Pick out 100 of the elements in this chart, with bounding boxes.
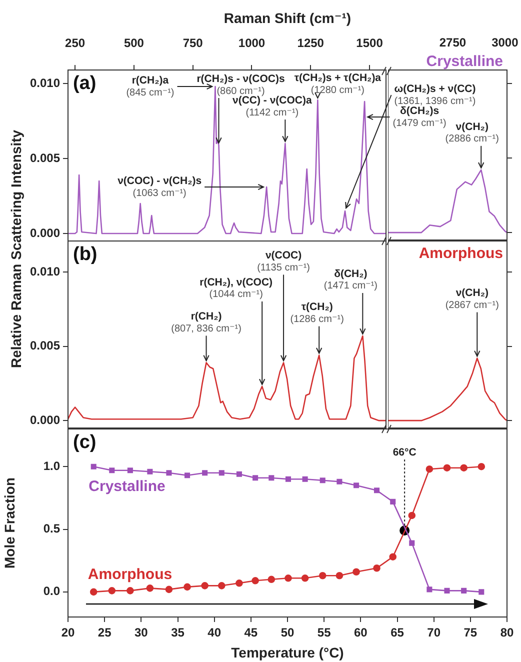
point (166, 470, 172, 476)
point (165, 586, 173, 594)
point (90, 464, 96, 470)
x-tick-label: 1500 (356, 36, 384, 50)
annotation: r(CH₂)s - ν(COC)s (860 cm⁻¹) (196, 72, 285, 97)
point (109, 468, 115, 474)
x-tick-label: 55 (317, 626, 332, 640)
point (443, 464, 451, 472)
annotation: (b) (73, 244, 98, 266)
point (389, 553, 397, 560)
y-tick-label: 0.5 (43, 522, 60, 536)
point (126, 587, 134, 594)
point (301, 574, 309, 582)
y-tick-label: 0.000 (30, 412, 60, 427)
annotation: 66°C (392, 446, 417, 458)
text: Crystalline (426, 53, 503, 70)
series-label: Amorphous (88, 566, 172, 584)
point (336, 478, 342, 484)
annotation: ω(CH₂)s + ν(CC) (1361, 1396 cm⁻¹) (394, 82, 476, 107)
point (90, 588, 98, 596)
annotation: r(CH₂), ν(COC) (1044 cm⁻¹) (200, 276, 273, 300)
point (336, 572, 344, 580)
point (184, 583, 191, 591)
x-tick-label: 500 (124, 36, 144, 50)
x-axis-title: Temperature (°C) (231, 644, 344, 660)
y-axis-title: Mole Fraction (1, 477, 18, 569)
point (218, 470, 224, 476)
annotation: δ(CH₂)s (1479 cm⁻¹) (392, 104, 446, 129)
annotation: ν(CH₂) (2867 cm⁻¹) (445, 287, 499, 311)
point (478, 589, 484, 595)
y-tick-label: 1.0 (43, 458, 60, 473)
point (374, 488, 380, 494)
x-tick-label: 40 (208, 626, 222, 640)
point (218, 582, 226, 590)
text: Amorphous (418, 245, 503, 262)
point (460, 464, 468, 472)
annotation: r(CH₂) (807, 836 cm⁻¹) (171, 310, 242, 334)
point (202, 470, 208, 476)
point (320, 478, 326, 484)
y-tick-label: 0.0 (43, 584, 60, 598)
point (390, 498, 396, 504)
x-tick-label: 1000 (238, 36, 266, 50)
point (285, 476, 292, 482)
point (236, 471, 242, 477)
x-tick-label: 250 (65, 36, 86, 50)
point (373, 564, 380, 572)
x-tick-label: 45 (244, 626, 258, 640)
annotation: δ(CH₂) (1471 cm⁻¹) (324, 268, 378, 292)
point (408, 512, 416, 520)
y-tick-label: 0.005 (30, 150, 60, 165)
x-tick-label: 70 (427, 626, 441, 640)
annotation: τ(CH₂) (1286 cm⁻¹) (290, 301, 344, 326)
y-tick-label: 0.010 (30, 76, 60, 90)
point (252, 475, 258, 481)
point (426, 586, 432, 592)
y-tick-label: 0.000 (30, 226, 60, 240)
x-axis-title: Raman Shift (cm⁻¹) (224, 10, 352, 26)
x-tick-label: 750 (182, 36, 204, 50)
series-label: Crystalline (88, 478, 166, 496)
annotation: ν(CH₂) (2886 cm⁻¹) (445, 120, 499, 145)
y-tick-label: 0.005 (30, 338, 60, 353)
annotation: ν(COC) (1135 cm⁻¹) (257, 250, 310, 274)
x-tick-label: 25 (98, 626, 112, 640)
point (147, 468, 153, 474)
x-tick-label: 1250 (297, 36, 324, 50)
point (302, 476, 308, 482)
x-tick-label: 3000 (492, 35, 519, 50)
x-tick-label: 20 (61, 626, 75, 640)
x-tick-label: 75 (464, 626, 478, 640)
point (318, 572, 326, 580)
x-tick-label: 50 (280, 626, 294, 640)
point (184, 472, 190, 478)
point (236, 580, 243, 587)
x-tick-label: 2750 (439, 35, 466, 50)
point (461, 588, 467, 594)
point (252, 577, 259, 584)
point (352, 568, 360, 576)
x-tick-label: 35 (171, 626, 185, 640)
point (108, 587, 116, 594)
point (201, 582, 208, 590)
y-tick-label: 0.010 (30, 264, 60, 278)
point (478, 462, 486, 470)
x-tick-label: 80 (500, 626, 514, 640)
annotation: (c) (73, 432, 96, 454)
annotation: ν(CC) - ν(COC)a (1142 cm⁻¹) (232, 94, 312, 118)
y-axis-title: Relative Raman Scattering Intensity (8, 130, 24, 368)
point (127, 468, 133, 474)
point (146, 584, 154, 592)
point (426, 465, 434, 473)
point (409, 540, 415, 546)
point (268, 576, 276, 584)
point (354, 482, 360, 488)
annotation: (a) (73, 73, 96, 94)
point (444, 588, 450, 594)
x-tick-label: 60 (354, 626, 368, 640)
x-tick-label: 65 (390, 626, 404, 640)
annotation: r(CH₂)a (845 cm⁻¹) (126, 74, 174, 98)
annotation: ν(COC) - ν(CH₂)s (1063 cm⁻¹) (118, 174, 202, 199)
point (268, 475, 274, 481)
x-tick-label: 30 (134, 626, 148, 640)
